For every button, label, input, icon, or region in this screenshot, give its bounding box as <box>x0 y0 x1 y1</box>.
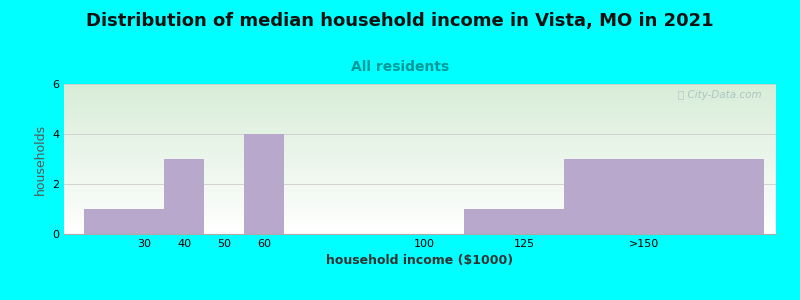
Text: ⓘ City-Data.com: ⓘ City-Data.com <box>678 90 762 100</box>
Bar <box>164 159 204 234</box>
X-axis label: household income ($1000): household income ($1000) <box>326 254 514 267</box>
Bar <box>84 209 164 234</box>
Text: Distribution of median household income in Vista, MO in 2021: Distribution of median household income … <box>86 12 714 30</box>
Y-axis label: households: households <box>34 123 46 195</box>
Bar <box>244 134 284 234</box>
Bar <box>464 209 564 234</box>
Text: All residents: All residents <box>351 60 449 74</box>
Bar <box>564 159 764 234</box>
